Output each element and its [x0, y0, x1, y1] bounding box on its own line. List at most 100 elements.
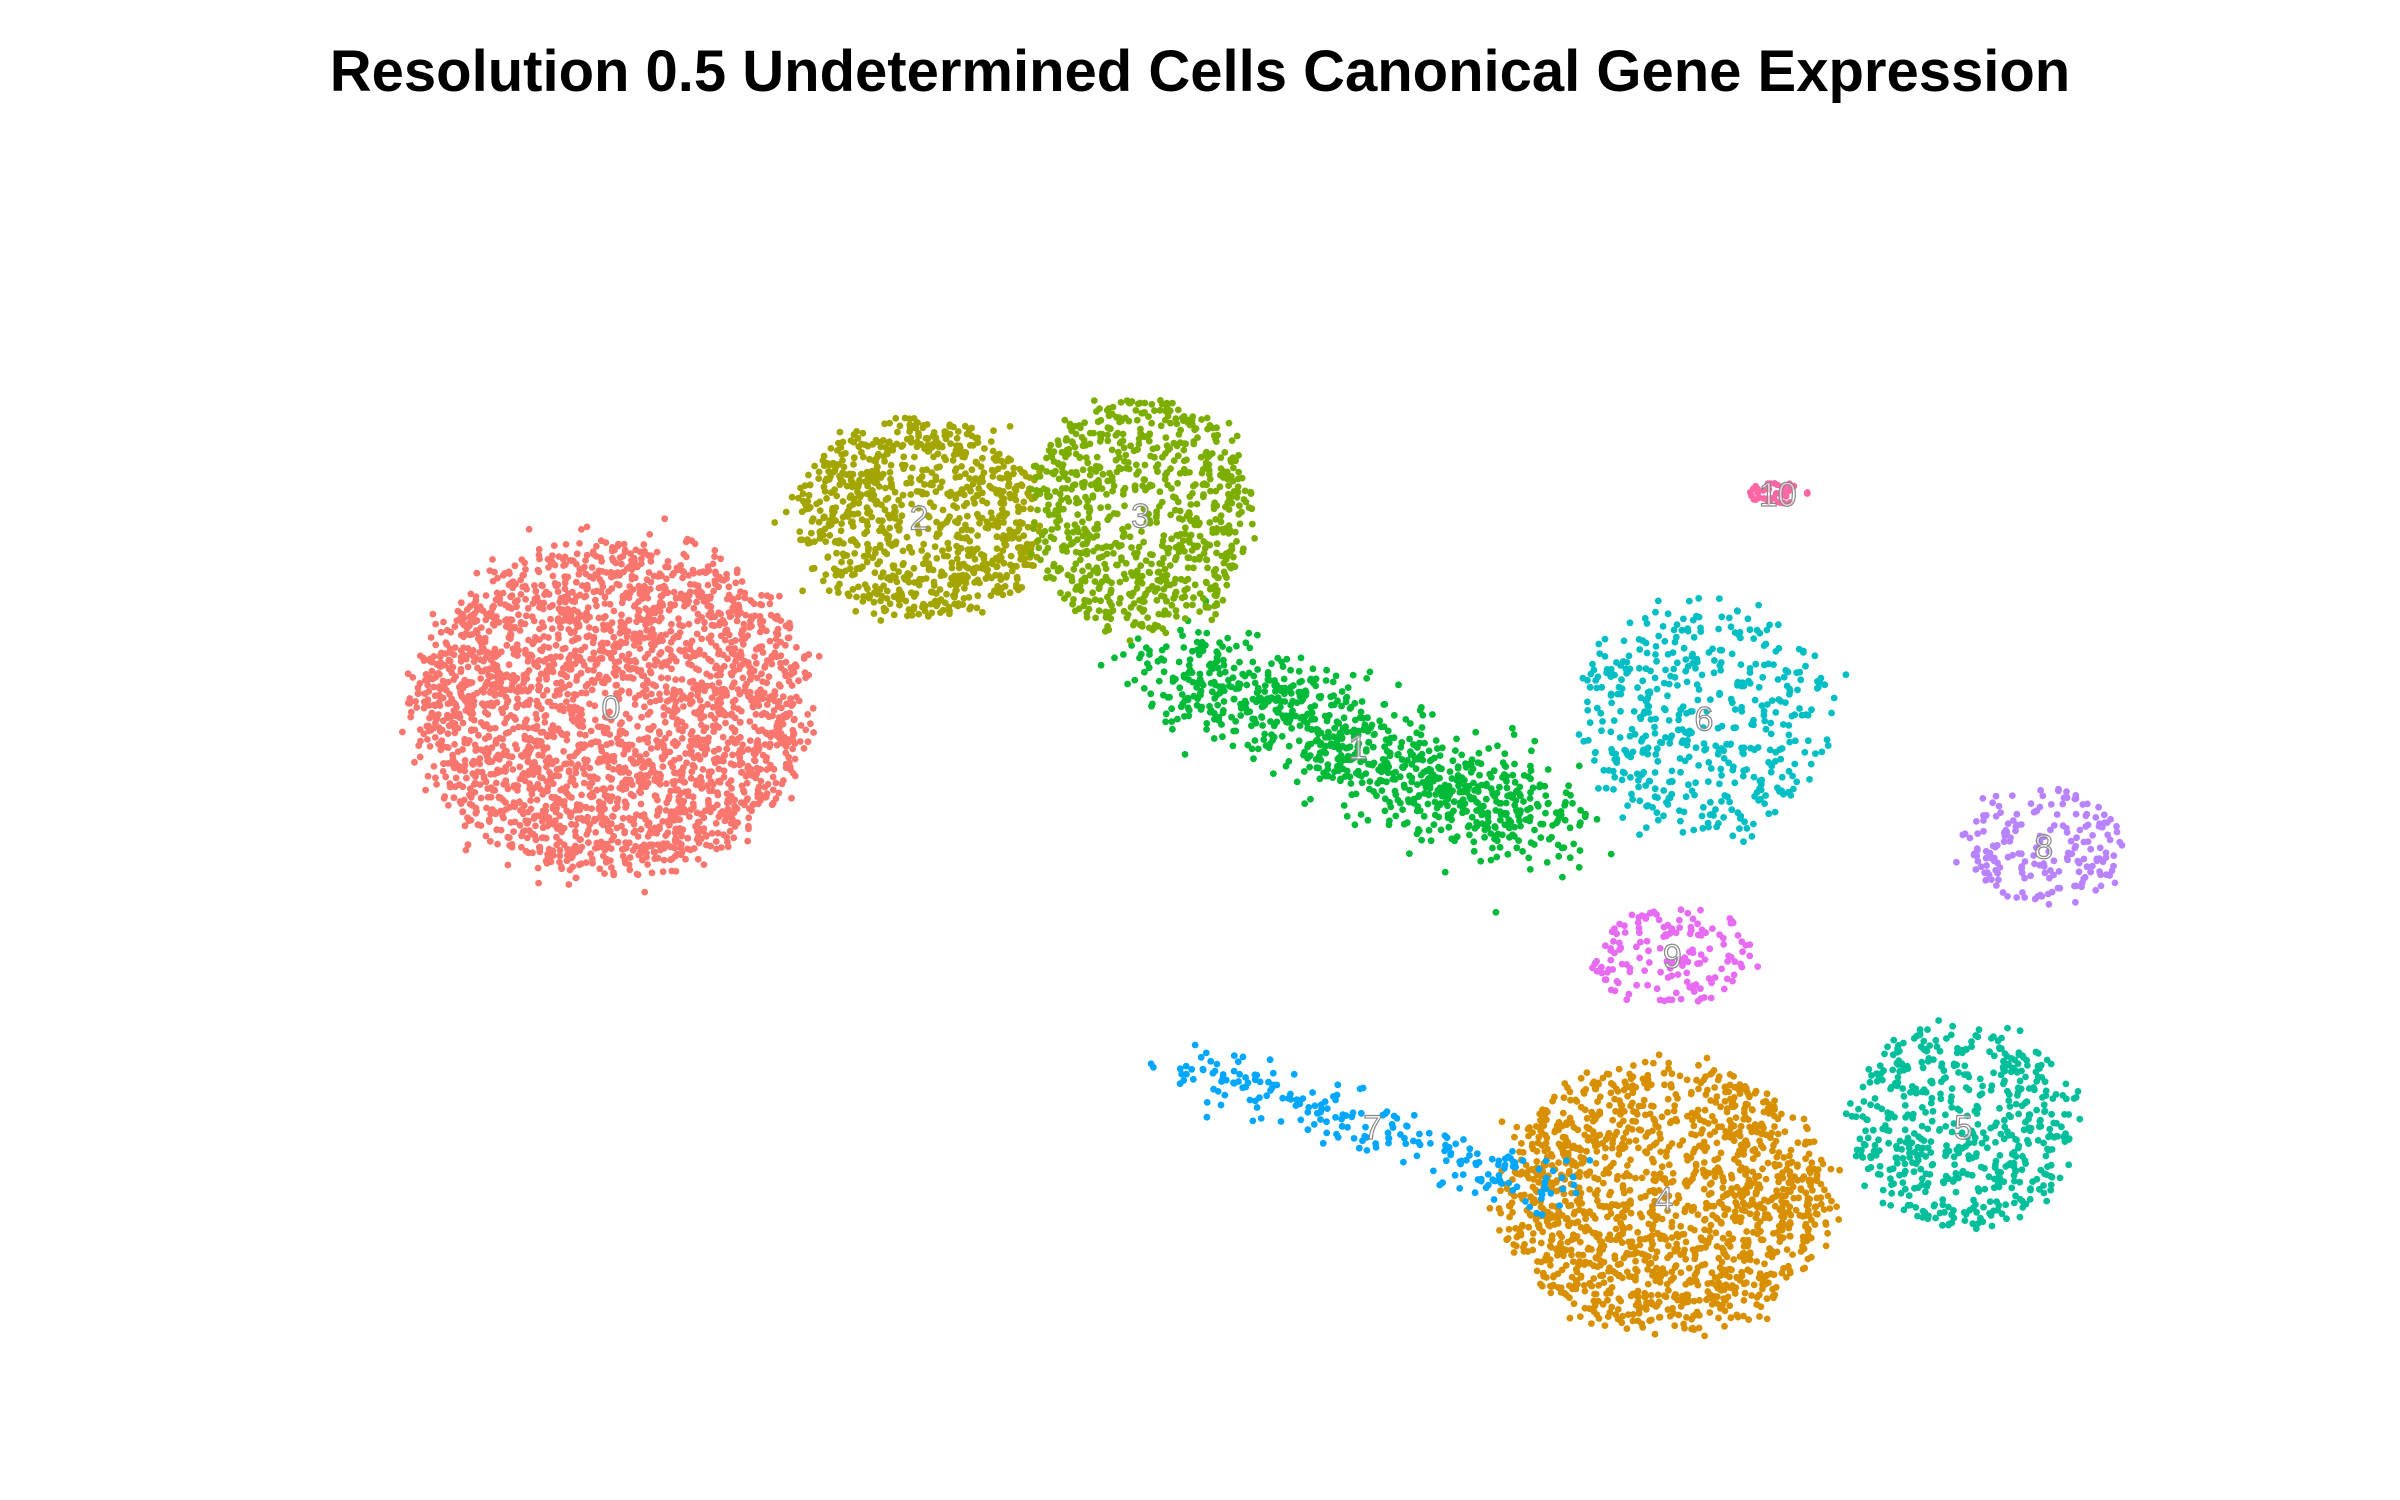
- cluster-2-point: [973, 604, 981, 612]
- cluster-0-point: [561, 760, 568, 768]
- cluster-0-point: [780, 777, 787, 784]
- cluster-0-point: [561, 585, 569, 593]
- cluster-2-point: [861, 581, 869, 589]
- cluster-2-point: [983, 499, 991, 507]
- cluster-0-point: [606, 600, 614, 608]
- cluster-0-point: [513, 603, 520, 611]
- cluster-0-point: [691, 652, 699, 660]
- cluster-0-point: [601, 786, 609, 794]
- cluster-2-point: [823, 475, 830, 483]
- cluster-0-point: [470, 757, 477, 765]
- cluster-2-point: [864, 472, 872, 480]
- cluster-2-point: [939, 547, 946, 555]
- cluster-2-point: [1018, 584, 1026, 591]
- cluster-0-point: [499, 735, 507, 743]
- cluster-2-point: [996, 474, 1004, 482]
- cluster-0-point: [594, 775, 601, 783]
- cluster-3-point: [1228, 437, 1236, 444]
- cluster-1-point: [1249, 658, 1257, 666]
- cluster-3-point: [1063, 548, 1070, 555]
- cluster-1-point: [1504, 850, 1512, 858]
- cluster-0-point: [545, 845, 553, 853]
- cluster-0-point: [532, 710, 540, 718]
- cluster-0-point: [553, 825, 561, 832]
- cluster-0-point: [707, 808, 714, 816]
- cluster-0-point: [716, 779, 724, 786]
- cluster-0-point: [509, 678, 517, 686]
- cluster-2-point: [910, 603, 918, 611]
- cluster-0-point: [739, 741, 746, 749]
- cluster-0-point: [601, 846, 609, 854]
- cluster-0-point: [471, 789, 479, 796]
- cluster-0-point: [601, 752, 609, 760]
- cluster-0-point: [468, 705, 476, 713]
- cluster-0-point: [785, 753, 792, 761]
- cluster-0-point: [582, 557, 589, 564]
- cluster-0-point: [645, 569, 653, 576]
- cluster-0-point: [625, 769, 633, 777]
- cluster-0-point: [656, 781, 664, 788]
- cluster-1-point: [1261, 688, 1269, 695]
- cluster-0-point: [635, 608, 643, 615]
- cluster-0-point: [527, 797, 534, 804]
- cluster-0-point: [732, 739, 740, 747]
- cluster-3-point: [1071, 481, 1079, 489]
- cluster-2-point: [952, 587, 959, 595]
- cluster-2-point: [882, 484, 889, 492]
- cluster-0-point: [615, 581, 623, 589]
- cluster-3-point: [1236, 520, 1244, 528]
- cluster-1-point: [1287, 701, 1295, 709]
- cluster-0-point: [434, 670, 442, 677]
- cluster-1-point: [1553, 819, 1560, 827]
- cluster-1-point: [1429, 711, 1436, 718]
- cluster-2-point: [788, 493, 796, 501]
- cluster-2-point: [805, 471, 812, 479]
- cluster-0-point: [428, 667, 436, 675]
- cluster-0-point: [467, 727, 475, 735]
- cluster-2-point: [1006, 423, 1014, 430]
- cluster-0-point: [757, 777, 765, 785]
- cluster-0-point: [704, 701, 711, 708]
- cluster-0-point: [678, 676, 686, 683]
- cluster-0-point: [805, 671, 812, 679]
- cluster-0-point: [728, 683, 736, 691]
- cluster-1-point: [1344, 684, 1352, 691]
- cluster-0-point: [416, 753, 424, 761]
- cluster-1-point: [1265, 744, 1273, 752]
- cluster-0-point: [591, 716, 599, 724]
- cluster-2-point: [980, 555, 988, 563]
- cluster-0-point: [524, 724, 532, 732]
- cluster-0-point: [755, 727, 763, 735]
- cluster-3-point: [1174, 406, 1182, 414]
- cluster-0-point: [651, 609, 659, 617]
- cluster-2-point: [1005, 482, 1012, 490]
- cluster-1-point: [1158, 655, 1165, 662]
- cluster-2-point: [1001, 540, 1008, 548]
- cluster-2-point: [804, 536, 811, 544]
- cluster-0-point: [804, 711, 812, 718]
- cluster-0-point: [738, 661, 746, 669]
- cluster-3-point: [1235, 468, 1243, 476]
- cluster-0-point: [774, 719, 782, 726]
- cluster-0-point: [576, 654, 584, 661]
- points-layer: [399, 397, 2126, 1340]
- cluster-0-point: [562, 541, 570, 548]
- cluster-0-point: [477, 675, 485, 682]
- cluster-1-point: [1386, 798, 1393, 806]
- cluster-1-point: [1218, 721, 1225, 728]
- cluster-0-point: [474, 821, 482, 829]
- cluster-0-point: [717, 699, 725, 707]
- cluster-0-point: [646, 553, 654, 560]
- cluster-0-point: [471, 600, 478, 607]
- cluster-3-point: [1043, 468, 1050, 475]
- cluster-2-point: [871, 569, 879, 577]
- cluster-0-point: [593, 542, 600, 550]
- cluster-1-point: [1245, 629, 1253, 637]
- cluster-0-point: [660, 704, 668, 711]
- cluster-0-point: [482, 735, 489, 742]
- cluster-2-point: [805, 491, 813, 499]
- cluster-0-point: [613, 824, 621, 832]
- cluster-2-point: [922, 575, 930, 582]
- cluster-0-point: [766, 600, 774, 608]
- cluster-1-point: [1323, 717, 1331, 725]
